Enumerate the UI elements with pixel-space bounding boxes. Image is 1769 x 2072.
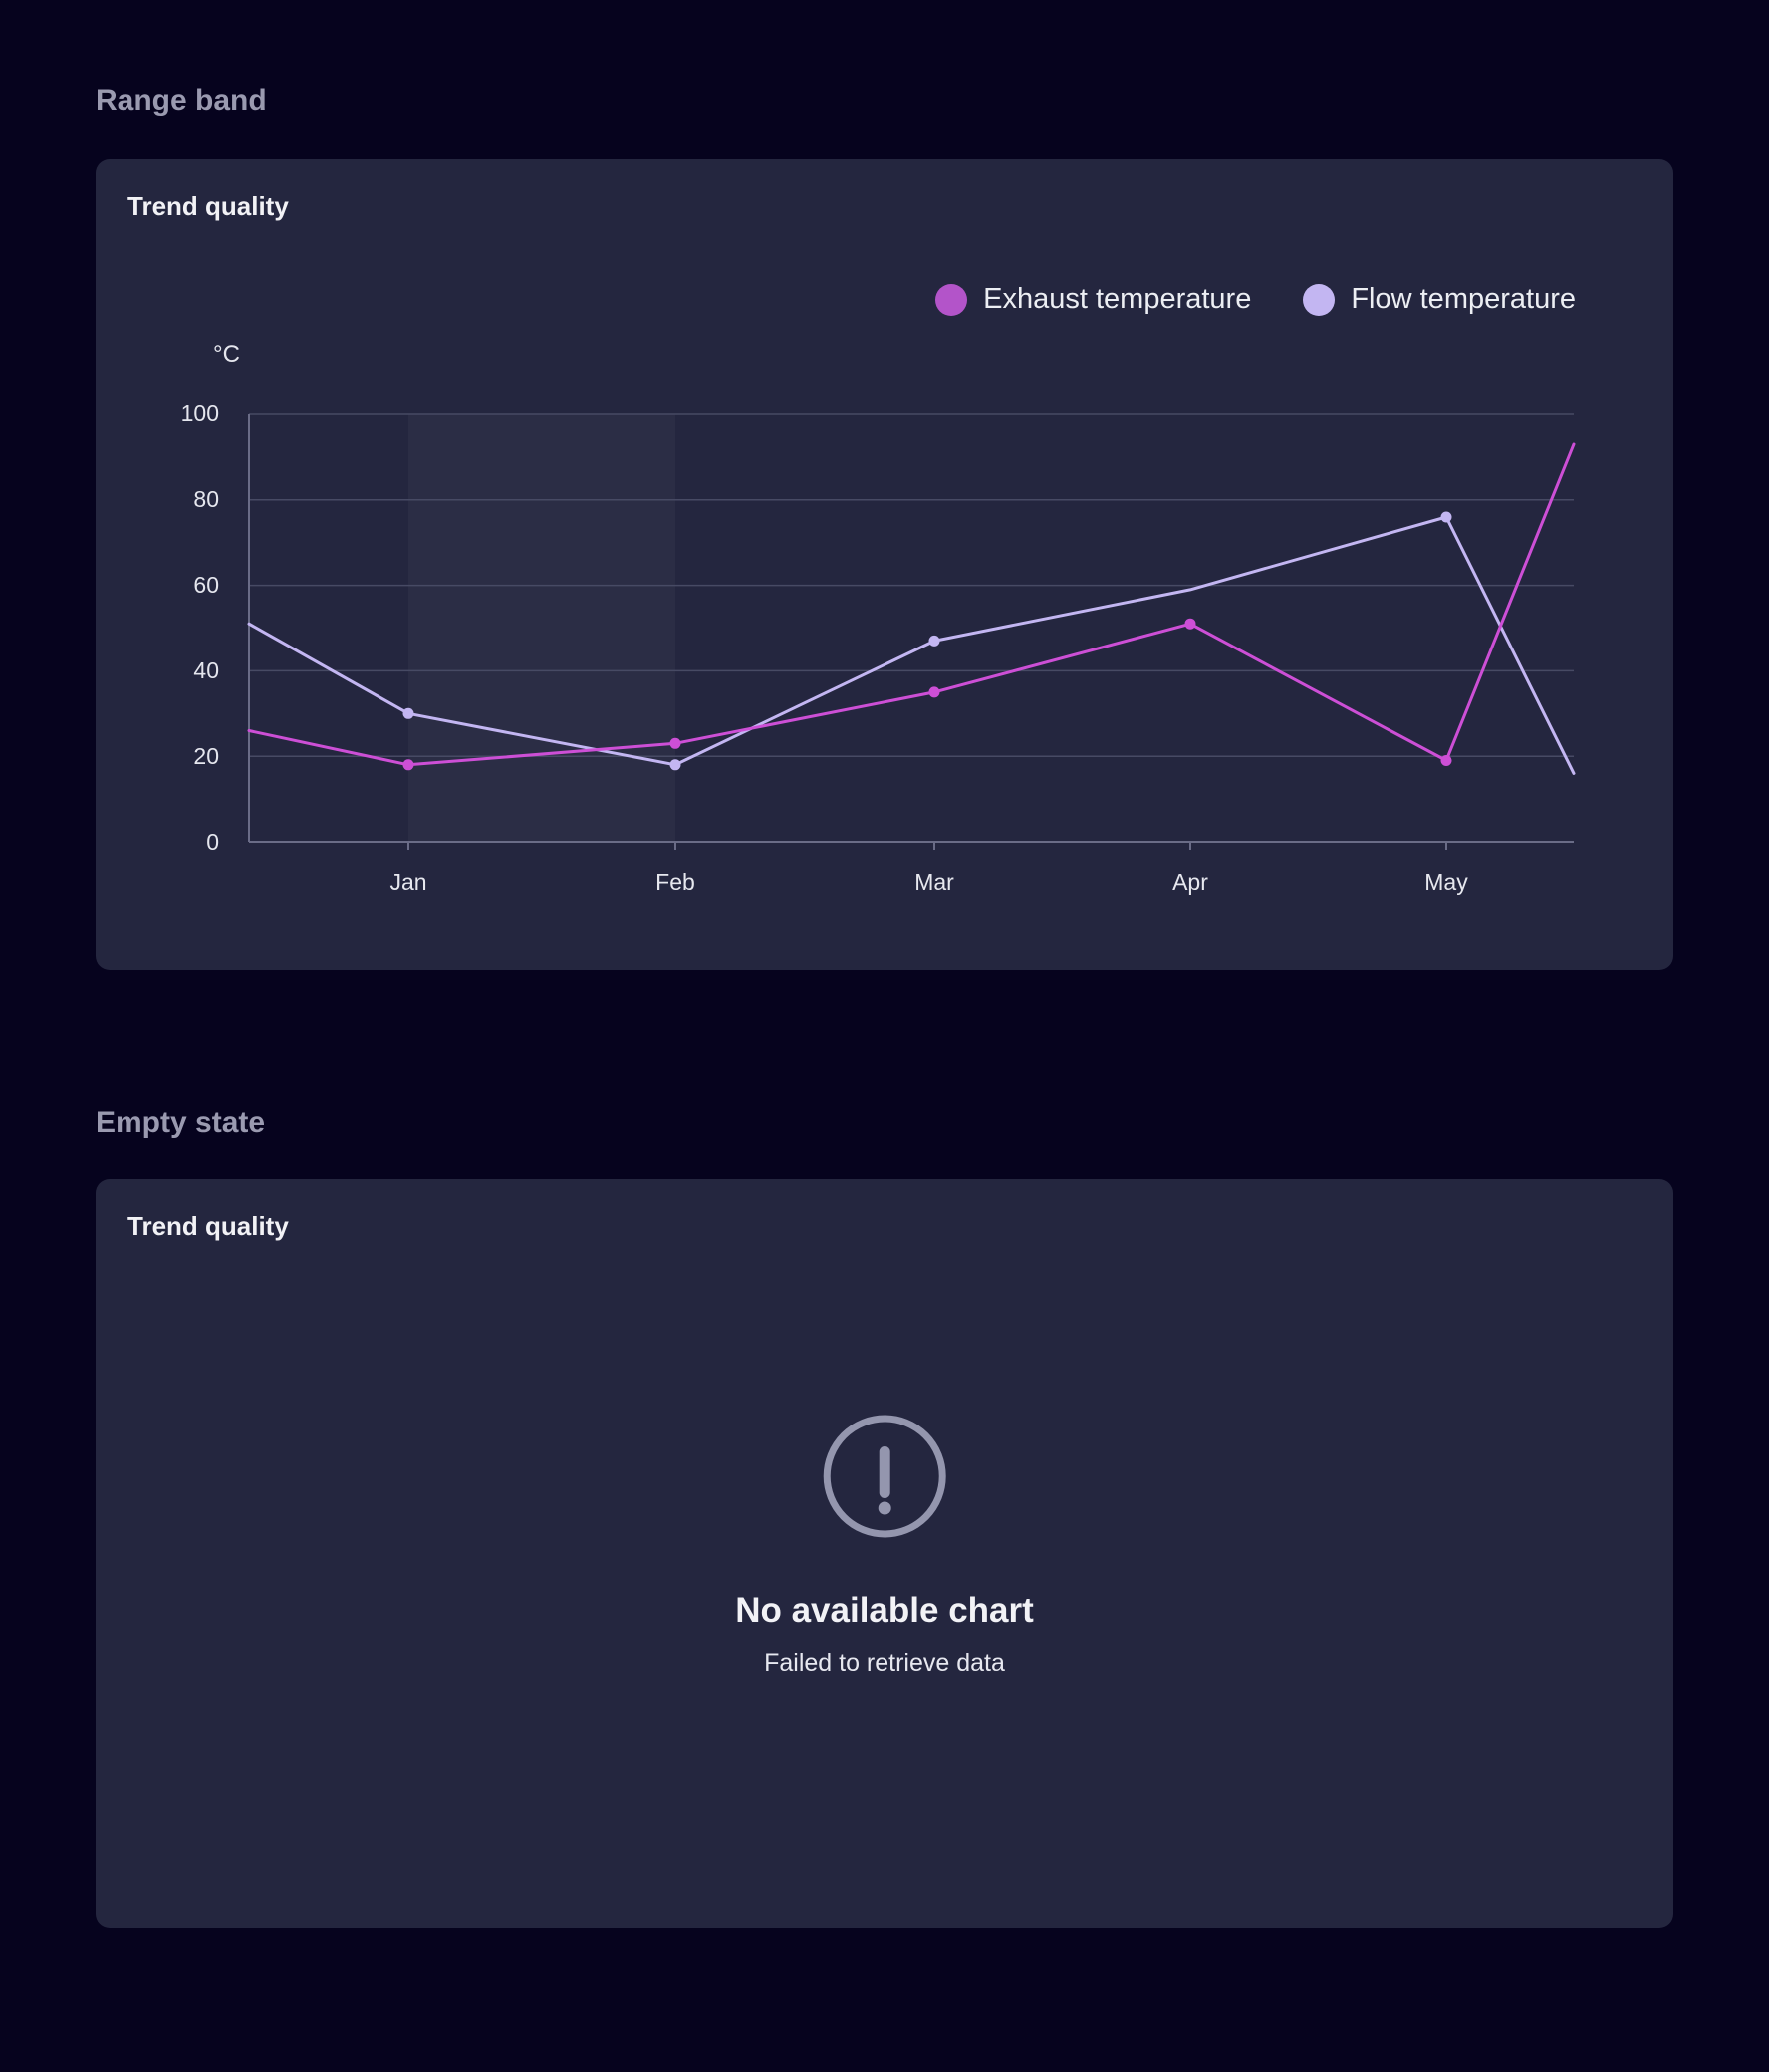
svg-text:100: 100: [181, 400, 219, 426]
svg-text:80: 80: [193, 486, 219, 512]
svg-text:Mar: Mar: [914, 869, 954, 895]
svg-text:20: 20: [193, 743, 219, 769]
svg-text:0: 0: [206, 829, 219, 855]
svg-text:Apr: Apr: [1172, 869, 1208, 895]
svg-text:Jan: Jan: [389, 869, 426, 895]
svg-text:60: 60: [193, 572, 219, 598]
svg-text:40: 40: [193, 657, 219, 683]
svg-text:May: May: [1424, 869, 1468, 895]
svg-text:Feb: Feb: [655, 869, 695, 895]
